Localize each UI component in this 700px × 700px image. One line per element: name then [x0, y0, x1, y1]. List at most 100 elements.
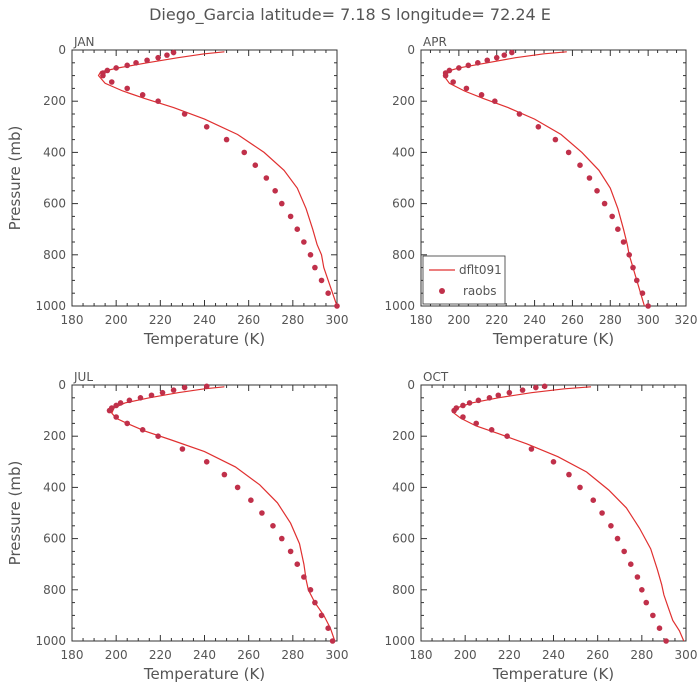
x-tick-label: 180 [410, 313, 433, 327]
data-point-raobs [504, 433, 510, 440]
data-point-raobs [630, 264, 636, 271]
panel-oct: OCT 180 200 220 240 260 280 300 0 200 400 600 800 100… [384, 370, 697, 683]
panel-apr: APR 180 200 220 240 260 280 300 320 0 200 400 600 800… [384, 35, 697, 348]
y-tick-label: 0 [407, 43, 415, 57]
data-point-raobs [450, 79, 456, 85]
x-tick-label: 180 [410, 648, 433, 662]
data-point-raobs [241, 149, 248, 156]
data-point-raobs [460, 402, 466, 409]
x-tick-label: 220 [149, 313, 172, 327]
data-point-raobs [259, 510, 265, 516]
y-tick-label: 800 [392, 248, 415, 262]
data-point-raobs [586, 175, 593, 181]
data-point-raobs [312, 599, 318, 606]
data-point-raobs [234, 484, 241, 491]
y-tick-label: 600 [392, 197, 415, 211]
data-point-raobs [108, 79, 115, 85]
data-point-raobs [278, 200, 285, 207]
data-point-raobs [492, 98, 498, 104]
x-tick-label: 200 [105, 313, 128, 327]
data-point-raobs [456, 65, 462, 71]
x-tick-label: 180 [61, 648, 84, 662]
data-point-raobs [170, 387, 177, 393]
data-point-raobs [159, 389, 166, 396]
series-line-dflt091 [111, 386, 336, 642]
x-axis-label: Temperature (K) [492, 330, 614, 348]
y-tick-label: 400 [392, 480, 415, 494]
x-tick-label: 180 [61, 313, 84, 327]
x-tick-label: 240 [523, 313, 546, 327]
data-point-raobs [113, 402, 119, 409]
data-point-raobs [599, 510, 605, 516]
y-tick-label: 800 [392, 583, 415, 597]
data-point-raobs [566, 471, 572, 478]
panel-jan: JAN 180 200 220 240 260 280 300 0 200 400 600 800 100… [6, 35, 348, 348]
x-tick-label: 280 [599, 313, 622, 327]
y-tick-label: 600 [43, 197, 66, 211]
x-axis-label: Temperature (K) [492, 665, 614, 683]
data-point-raobs [301, 574, 307, 580]
data-point-raobs [495, 392, 502, 399]
legend-dot-swatch [439, 288, 445, 294]
data-point-raobs [535, 124, 542, 130]
data-point-raobs [501, 52, 508, 58]
data-point-raobs [148, 392, 155, 399]
data-point-raobs [451, 407, 457, 414]
x-tick-label: 300 [326, 648, 349, 662]
data-point-raobs [639, 587, 645, 593]
x-tick-label: 220 [498, 648, 521, 662]
data-point-raobs [164, 52, 170, 58]
data-point-raobs [301, 239, 307, 245]
y-tick-label: 0 [407, 378, 415, 392]
y-tick-label: 0 [58, 378, 66, 392]
data-point-raobs [493, 54, 500, 61]
data-point-raobs [519, 387, 526, 393]
data-point-raobs [473, 420, 480, 427]
data-point-raobs [113, 414, 119, 420]
data-point-raobs [627, 561, 634, 567]
data-point-raobs [155, 54, 161, 61]
x-tick-label: 320 [675, 313, 698, 327]
data-point-raobs [312, 264, 318, 271]
data-point-raobs [133, 60, 139, 66]
series-line-dflt091 [97, 51, 338, 307]
data-point-raobs [126, 397, 133, 404]
panel-label-jan: JAN [73, 35, 95, 49]
data-point-raobs [656, 625, 663, 631]
data-point-raobs [565, 149, 572, 156]
data-point-raobs [278, 535, 285, 542]
data-point-raobs [484, 57, 491, 64]
data-point-raobs [318, 277, 325, 284]
data-point-raobs [144, 57, 150, 64]
y-tick-label: 1000 [35, 634, 66, 648]
plot-frame [71, 49, 338, 307]
data-point-raobs [287, 548, 294, 555]
data-point-raobs [106, 407, 113, 414]
x-tick-label: 220 [149, 648, 172, 662]
data-point-raobs [252, 162, 259, 168]
x-tick-label: 280 [630, 648, 653, 662]
data-point-raobs [634, 574, 641, 580]
y-tick-label: 800 [43, 583, 66, 597]
y-tick-label: 200 [392, 429, 415, 443]
data-point-raobs [294, 226, 301, 232]
data-point-raobs [307, 587, 314, 593]
data-point-raobs [334, 303, 340, 309]
data-point-raobs [100, 72, 106, 79]
data-point-raobs [541, 383, 548, 390]
y-axis-label: Pressure (mb) [6, 126, 24, 231]
x-tick-label: 200 [105, 648, 128, 662]
data-point-raobs [104, 67, 111, 74]
plot-frame [71, 384, 338, 642]
data-point-raobs [139, 92, 146, 98]
data-point-raobs [615, 226, 621, 232]
data-point-raobs [124, 85, 131, 92]
data-point-raobs [137, 395, 144, 401]
data-point-raobs [170, 49, 177, 56]
data-point-raobs [203, 459, 210, 465]
y-tick-label: 1000 [384, 634, 415, 648]
data-point-raobs [329, 638, 336, 644]
panel-label-apr: APR [423, 35, 447, 49]
data-point-raobs [181, 384, 188, 391]
data-point-raobs [528, 446, 535, 452]
